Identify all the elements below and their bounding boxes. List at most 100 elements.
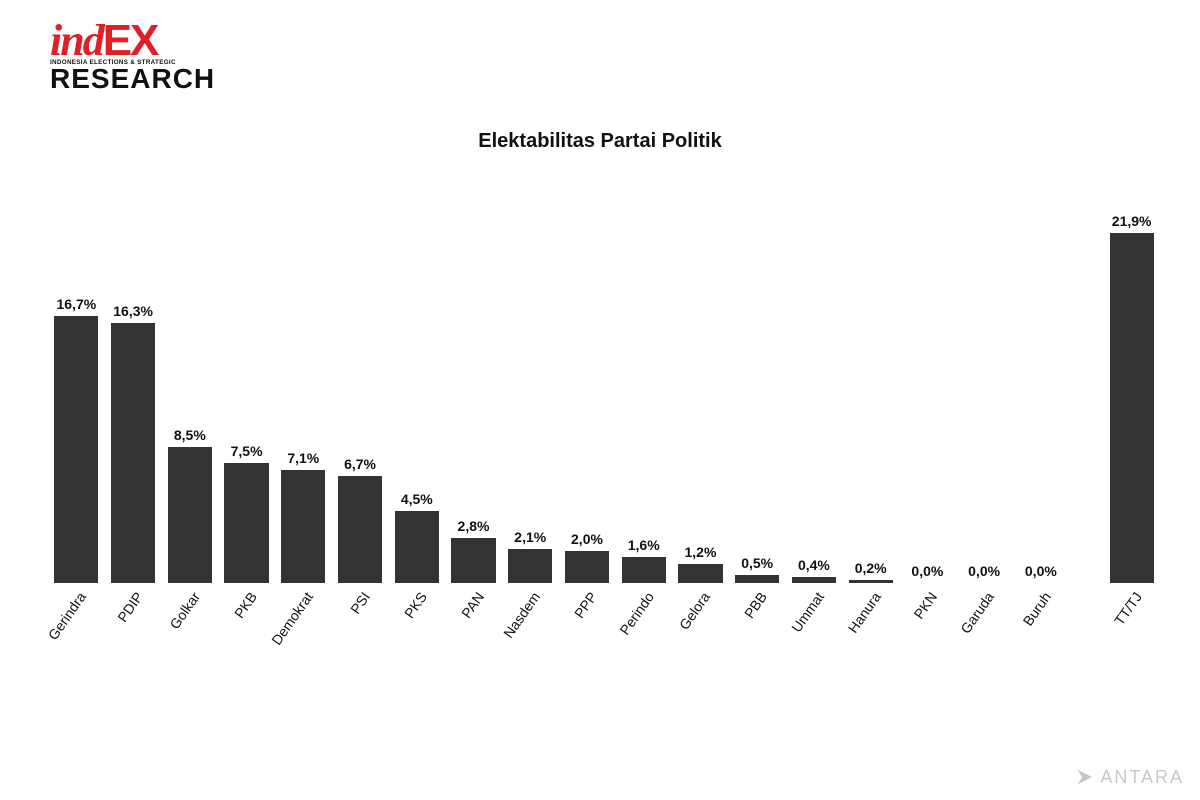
- antara-icon: [1072, 766, 1094, 788]
- bar-rect: [395, 511, 439, 583]
- logo-ind-text: ind: [50, 16, 103, 65]
- bar-rect: [111, 323, 155, 584]
- bar-label: Nasdem: [500, 589, 543, 641]
- label-slot: Perindo: [615, 583, 672, 693]
- bar-slot: 0,0%: [956, 203, 1013, 583]
- label-slot: Buruh: [1012, 583, 1069, 693]
- bar-slot: 6,7%: [332, 203, 389, 583]
- bar-label: PKS: [401, 589, 430, 621]
- label-slot: PSI: [332, 583, 389, 693]
- bar-rect: [622, 557, 666, 583]
- bar-value: 2,1%: [514, 529, 546, 545]
- bar-label: Hanura: [844, 589, 883, 636]
- bar-value: 0,5%: [741, 555, 773, 571]
- bar-value: 6,7%: [344, 456, 376, 472]
- label-slot: PDIP: [105, 583, 162, 693]
- bar-label: PBB: [741, 589, 770, 621]
- bar-slot: 0,4%: [786, 203, 843, 583]
- chart-labels-row: Gerindra PDIP Golkar PKB Demokrat PSI PKS PAN Na…: [40, 583, 1160, 693]
- bar-rect: [565, 551, 609, 583]
- label-slot: TT/TJ: [1103, 583, 1160, 693]
- bar-slot: 2,0%: [559, 203, 616, 583]
- bar-value: 1,6%: [628, 537, 660, 553]
- brand-logo: indEX INDONESIA ELECTIONS & STRATEGIC RE…: [50, 20, 215, 92]
- bar-rect: [451, 538, 495, 583]
- bar-slot: 2,1%: [502, 203, 559, 583]
- bar-value: 0,4%: [798, 557, 830, 573]
- bar-label: Garuda: [957, 589, 997, 636]
- bar-slot: 2,8%: [445, 203, 502, 583]
- bar-slot: 7,5%: [218, 203, 275, 583]
- label-slot: PBB: [729, 583, 786, 693]
- bar-rect: [338, 476, 382, 583]
- label-slot: Garuda: [956, 583, 1013, 693]
- logo-research-text: RESEARCH: [50, 66, 215, 93]
- bar-value: 2,8%: [458, 518, 490, 534]
- logo-line1: indEX: [50, 20, 215, 62]
- bar-rect: [508, 549, 552, 583]
- label-slot: Golkar: [161, 583, 218, 693]
- label-slot: Nasdem: [502, 583, 559, 693]
- bar-value: 7,1%: [287, 450, 319, 466]
- bar-slot: 16,7%: [48, 203, 105, 583]
- bar-label: PDIP: [114, 589, 146, 625]
- chart-bars-area: 16,7% 16,3% 8,5% 7,5% 7,1% 6,7% 4,5% 2,8% 2,1% 2,…: [40, 203, 1160, 583]
- bar-label: PKN: [911, 589, 941, 622]
- bar-value: 0,0%: [911, 563, 943, 579]
- bar-label: PSI: [347, 589, 373, 617]
- bar-value: 2,0%: [571, 531, 603, 547]
- bar-label: PPP: [571, 589, 600, 621]
- label-slot: PAN: [445, 583, 502, 693]
- bar-rect: [735, 575, 779, 583]
- bar-value: 21,9%: [1112, 213, 1152, 229]
- bar-slot: 7,1%: [275, 203, 332, 583]
- antara-text: ANTARA: [1100, 767, 1184, 788]
- bar-slot: 16,3%: [105, 203, 162, 583]
- bar-rect: [678, 564, 722, 583]
- bar-slot: 0,0%: [1012, 203, 1069, 583]
- bar-value: 0,0%: [968, 563, 1000, 579]
- electability-chart: Elektabilitas Partai Politik 16,7%16,3%8…: [40, 130, 1160, 710]
- label-slot: PKN: [899, 583, 956, 693]
- bar-rect: [1110, 233, 1154, 583]
- label-slot: Ummat: [786, 583, 843, 693]
- bar-slot: 21,9%: [1103, 203, 1160, 583]
- bar-value: 8,5%: [174, 427, 206, 443]
- bar-rect: [224, 463, 268, 583]
- bar-value: 16,3%: [113, 303, 153, 319]
- bar-rect: [54, 316, 98, 583]
- label-slot: Hanura: [842, 583, 899, 693]
- bar-label: Golkar: [166, 589, 203, 632]
- antara-watermark: ANTARA: [1072, 766, 1184, 788]
- bar-label: TT/TJ: [1111, 589, 1145, 628]
- bar-slot: 0,0%: [899, 203, 956, 583]
- bar-label: Demokrat: [268, 589, 316, 648]
- label-slot: PPP: [559, 583, 616, 693]
- bar-slot: 1,2%: [672, 203, 729, 583]
- bar-value: 1,2%: [684, 544, 716, 560]
- bar-label: Ummat: [788, 589, 827, 635]
- bar-value: 4,5%: [401, 491, 433, 507]
- label-slot: Demokrat: [275, 583, 332, 693]
- label-slot: PKS: [388, 583, 445, 693]
- bar-label: Gelora: [676, 589, 713, 633]
- bar-rect: [168, 447, 212, 583]
- bar-label: Perindo: [616, 589, 657, 638]
- logo-ex-text: EX: [103, 16, 158, 65]
- label-slot: PKB: [218, 583, 275, 693]
- bar-value: 0,0%: [1025, 563, 1057, 579]
- bar-value: 0,2%: [855, 560, 887, 576]
- page: indEX INDONESIA ELECTIONS & STRATEGIC RE…: [0, 0, 1200, 800]
- bar-value: 7,5%: [231, 443, 263, 459]
- bar-label: PKB: [230, 589, 259, 621]
- bar-label: PAN: [458, 589, 487, 621]
- bar-slot: 0,2%: [842, 203, 899, 583]
- label-slot: Gerindra: [48, 583, 105, 693]
- bar-value: 16,7%: [57, 296, 97, 312]
- bar-slot: 8,5%: [161, 203, 218, 583]
- bar-label: Buruh: [1019, 589, 1054, 629]
- bar-rect: [281, 470, 325, 583]
- bar-slot: 0,5%: [729, 203, 786, 583]
- bar-slot: 1,6%: [615, 203, 672, 583]
- label-slot: Gelora: [672, 583, 729, 693]
